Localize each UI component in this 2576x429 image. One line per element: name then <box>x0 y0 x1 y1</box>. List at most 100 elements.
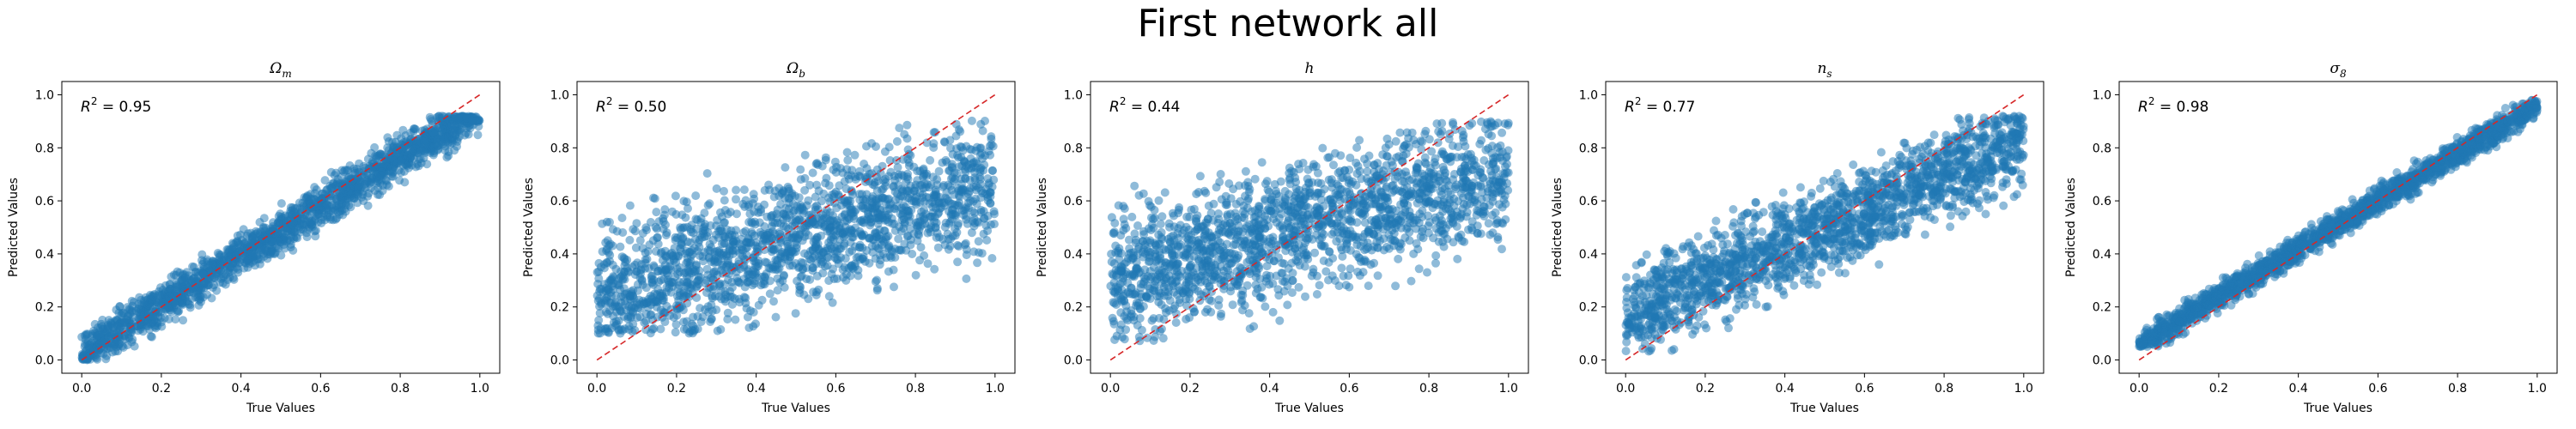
scatter-point <box>762 212 772 221</box>
y-tick-label: 0.6 <box>550 195 569 208</box>
scatter-point <box>729 238 738 246</box>
scatter-point <box>1261 195 1269 204</box>
scatter-point <box>1262 262 1272 271</box>
scatter-point <box>104 323 113 331</box>
scatter-point <box>424 142 434 151</box>
y-tick-label: 1.0 <box>35 88 54 102</box>
scatter-point <box>171 315 180 324</box>
y-axis-label: Predicted Values <box>7 178 21 277</box>
scatter-point <box>1459 184 1467 194</box>
scatter-point <box>908 250 917 258</box>
scatter-point <box>602 283 611 293</box>
scatter-point <box>620 297 629 306</box>
scatter-point <box>884 242 893 251</box>
scatter-point <box>765 289 775 299</box>
subplot-title-base: Ω <box>786 60 799 77</box>
scatter-point <box>884 210 893 220</box>
scatter-point <box>1491 208 1500 217</box>
scatter-point <box>147 332 156 341</box>
scatter-point <box>1414 264 1424 274</box>
scatter-point <box>1424 228 1433 238</box>
scatter-point <box>693 215 702 225</box>
scatter-point <box>829 275 839 284</box>
scatter-point <box>633 313 642 323</box>
scatter-point <box>127 337 137 347</box>
scatter-point <box>605 306 615 315</box>
scatter-point <box>752 263 762 272</box>
scatter-point <box>608 225 617 234</box>
scatter-point <box>616 242 625 251</box>
scatter-point <box>838 265 848 275</box>
scatter-point <box>324 208 333 217</box>
scatter-point <box>963 219 972 228</box>
scatter-point <box>286 243 295 252</box>
scatter-point <box>739 228 748 237</box>
scatter-point <box>969 214 979 223</box>
scatter-point <box>617 307 626 317</box>
scatter-point <box>280 223 289 233</box>
scatter-point <box>1313 168 1322 178</box>
scatter-point <box>649 275 659 285</box>
scatter-point <box>957 153 966 162</box>
scatter-point <box>977 249 987 258</box>
scatter-point <box>1317 222 1327 231</box>
scatter-point <box>773 274 782 283</box>
x-tick-label: 0.2 <box>667 382 686 396</box>
scatter-point <box>1449 118 1457 127</box>
scatter-point <box>855 195 865 204</box>
scatter-point <box>962 251 971 260</box>
scatter-point <box>1301 292 1309 301</box>
x-tick-label: 0.2 <box>152 382 171 396</box>
scatter-point <box>641 255 650 264</box>
scatter-point <box>740 282 750 292</box>
scatter-point <box>686 238 695 247</box>
scatter-point <box>601 327 611 336</box>
scatter-point <box>865 258 874 268</box>
scatter-point <box>973 258 982 268</box>
scatter-point <box>1109 259 1119 269</box>
scatter-point <box>359 170 368 179</box>
scatter-point <box>165 280 174 289</box>
scatter-point <box>659 210 669 220</box>
scatter-point <box>677 210 687 220</box>
scatter-point <box>286 236 295 245</box>
scatter-point <box>953 240 963 250</box>
scatter-point <box>969 247 979 257</box>
scatter-point <box>467 116 477 125</box>
scatter-point <box>1431 251 1441 260</box>
scatter-point <box>979 214 988 223</box>
scatter-point <box>884 142 894 152</box>
scatter-point <box>894 234 903 244</box>
scatter-point <box>662 269 671 278</box>
scatter-point <box>252 251 261 261</box>
scatter-point <box>1162 308 1170 317</box>
scatter-point <box>972 199 981 208</box>
scatter-point <box>829 249 838 258</box>
scatter-point <box>678 223 688 233</box>
scatter-point <box>1355 136 1364 145</box>
scatter-point <box>877 234 886 244</box>
scatter-point <box>717 239 726 249</box>
scatter-point <box>682 317 691 326</box>
scatter-point <box>758 279 768 288</box>
scatter-point <box>930 213 939 221</box>
scatter-point <box>659 307 668 317</box>
scatter-point <box>1344 271 1353 281</box>
scatter-point <box>790 221 799 231</box>
scatter-point <box>873 244 883 253</box>
scatter-point <box>1160 188 1170 197</box>
scatter-point <box>164 303 173 312</box>
scatter-point <box>638 228 647 238</box>
scatter-point <box>872 284 882 293</box>
scatter-point <box>978 126 987 136</box>
scatter-point <box>1449 238 1458 247</box>
scatter-point <box>233 231 242 240</box>
r-squared-annotation: R2 = 0.50 <box>596 95 666 116</box>
scatter-point <box>855 227 865 236</box>
scatter-point <box>1223 200 1231 209</box>
scatter-point <box>970 175 980 184</box>
identity-reference-line <box>596 94 996 361</box>
scatter-point <box>978 189 987 197</box>
r-squared-exponent: 2 <box>606 95 613 107</box>
